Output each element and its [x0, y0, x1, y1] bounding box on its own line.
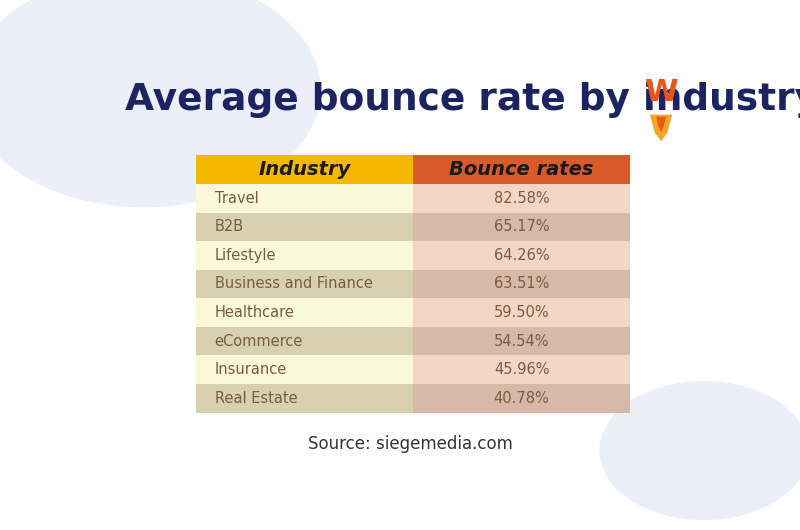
Bar: [413, 155, 630, 184]
Bar: [196, 155, 413, 184]
Text: 59.50%: 59.50%: [494, 305, 550, 320]
Bar: [413, 241, 630, 270]
Text: 40.78%: 40.78%: [494, 391, 550, 406]
Bar: [196, 270, 413, 298]
Bar: [413, 327, 630, 356]
Text: 54.54%: 54.54%: [494, 333, 550, 349]
Text: B2B: B2B: [214, 219, 244, 234]
Text: Real Estate: Real Estate: [214, 391, 298, 406]
Bar: [413, 356, 630, 384]
Text: Travel: Travel: [214, 191, 258, 206]
Text: Business and Finance: Business and Finance: [214, 277, 373, 292]
Text: Insurance: Insurance: [214, 362, 287, 377]
Text: Lifestyle: Lifestyle: [214, 248, 276, 263]
Bar: [413, 213, 630, 241]
Text: eCommerce: eCommerce: [214, 333, 303, 349]
Bar: [196, 384, 413, 412]
Text: Bounce rates: Bounce rates: [450, 160, 594, 179]
Polygon shape: [650, 114, 672, 141]
Bar: [413, 384, 630, 412]
Polygon shape: [656, 117, 666, 132]
Text: 45.96%: 45.96%: [494, 362, 550, 377]
Text: Source: siegemedia.com: Source: siegemedia.com: [307, 435, 513, 453]
Bar: [413, 270, 630, 298]
Text: 64.26%: 64.26%: [494, 248, 550, 263]
Bar: [196, 213, 413, 241]
Text: Healthcare: Healthcare: [214, 305, 294, 320]
Text: 63.51%: 63.51%: [494, 277, 550, 292]
Text: 65.17%: 65.17%: [494, 219, 550, 234]
Bar: [196, 298, 413, 327]
Text: Industry: Industry: [258, 160, 350, 179]
Bar: [196, 356, 413, 384]
Bar: [196, 327, 413, 356]
Bar: [413, 298, 630, 327]
Bar: [413, 184, 630, 213]
Text: Average bounce rate by industry: Average bounce rate by industry: [125, 82, 800, 118]
Bar: [196, 184, 413, 213]
Text: W: W: [644, 78, 678, 107]
Text: 82.58%: 82.58%: [494, 191, 550, 206]
Bar: [196, 241, 413, 270]
